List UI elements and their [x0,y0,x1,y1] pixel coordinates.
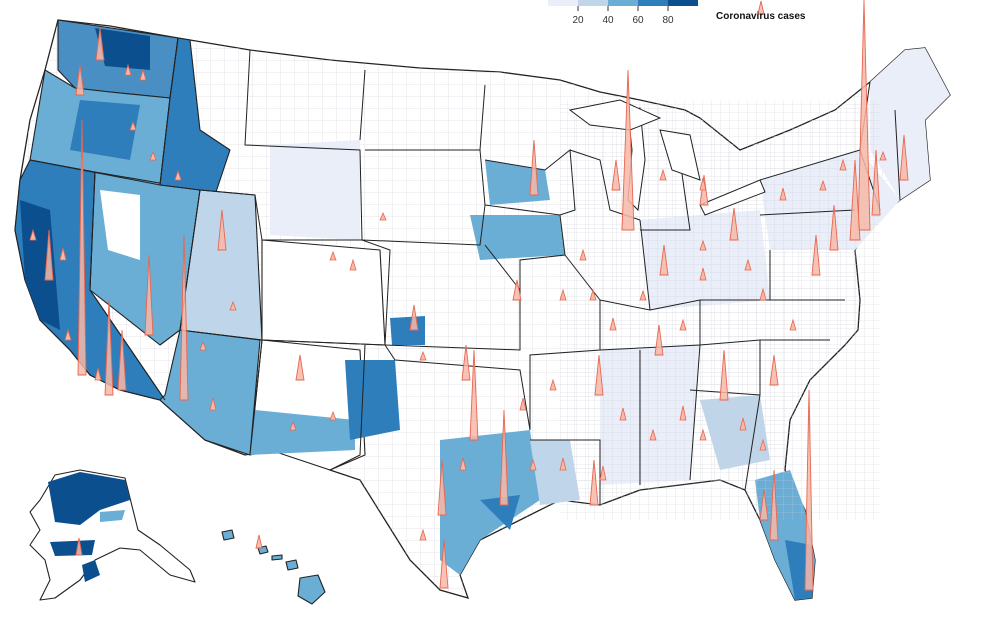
case-spikes [44,0,909,591]
spike-san-antonio [437,459,447,516]
alaska-shade-light [100,510,125,522]
spike-hawaii [255,534,263,549]
region-colorado [261,239,386,346]
spike-tampa [759,489,769,521]
scale-swatch-4 [638,0,668,6]
spike-kansas [512,279,522,301]
alaska-shade-se [82,560,100,582]
spike-alaska [75,537,83,556]
hawaii-kauai [221,529,235,541]
spike-long-island [871,149,881,216]
small-spikes [29,63,887,541]
spike-bay-area [44,229,54,281]
spike-chicago [621,69,635,231]
spike-riverside [117,329,127,391]
scale-tick-label: 60 [632,15,644,26]
spike-new-jersey [849,159,861,241]
spike-oklahoma [461,344,471,381]
region-california-coast [20,200,60,330]
spike-dc [811,234,821,276]
spike-rio-grande [439,539,449,589]
region-iowa [470,215,565,260]
spike-dallas [469,349,479,441]
state-borders [29,37,901,505]
lake-superior [568,99,662,131]
region-new-mexico-shade [250,410,355,455]
hawaii-island [297,574,326,605]
alaska-shade-south [50,540,95,556]
scale-swatch-3 [608,0,638,6]
spike-las-vegas [144,254,154,336]
region-washington-core [95,28,150,70]
region-nevada-white [100,190,140,260]
hawaii-maui [285,559,299,571]
hawaii-molokai [271,554,283,561]
scale-swatch-2 [578,0,608,6]
spike-portland [75,64,85,96]
spike-legend: Coronavirus cases [716,0,806,22]
region-oregon-inner [70,100,140,160]
spike-denver [409,304,419,331]
alaska [29,469,196,601]
spike-legend-title: Coronavirus cases [716,11,806,22]
spike-indianapolis [659,244,669,276]
region-texas-houston [480,495,520,530]
spike-charlotte [769,354,779,386]
spike-philadelphia [829,204,839,251]
alaska-shade-north [48,472,130,525]
spike-south-florida [804,389,814,591]
spike-boston [899,134,909,181]
region-nm-east [345,360,400,440]
lake-erie [699,179,766,216]
color-scale: 20 40 60 80 [548,0,698,26]
scale-swatch-1 [548,0,578,6]
spike-ohio [729,207,739,241]
spike-new-orleans [589,459,599,506]
hawaii [221,529,326,605]
spike-phoenix [179,234,189,401]
spike-atlanta [719,349,729,401]
spike-salt-lake [217,209,227,251]
scale-swatch-5 [668,0,698,6]
scale-tick-label: 20 [572,15,584,26]
spike-milwaukee [611,159,621,191]
region-plains [270,140,360,240]
region-new-england [870,48,950,200]
spike-houston [499,409,509,506]
spike-seattle [95,27,105,61]
spike-florida-west [769,469,779,541]
spike-nashville [654,324,664,356]
region-colorado-denver [390,316,425,345]
scale-tick-label: 40 [602,15,614,26]
spike-new-york [857,0,871,231]
spike-legend-icon [757,0,765,15]
spike-san-diego [104,299,114,396]
scale-tick-label: 80 [662,15,674,26]
spike-los-angeles [77,119,87,376]
spike-albuquerque [295,354,305,381]
spike-minneapolis [529,139,539,196]
spike-memphis [594,354,604,396]
lake-huron [659,129,701,181]
legend: 20 40 60 80 Coronavirus cases [548,0,806,26]
